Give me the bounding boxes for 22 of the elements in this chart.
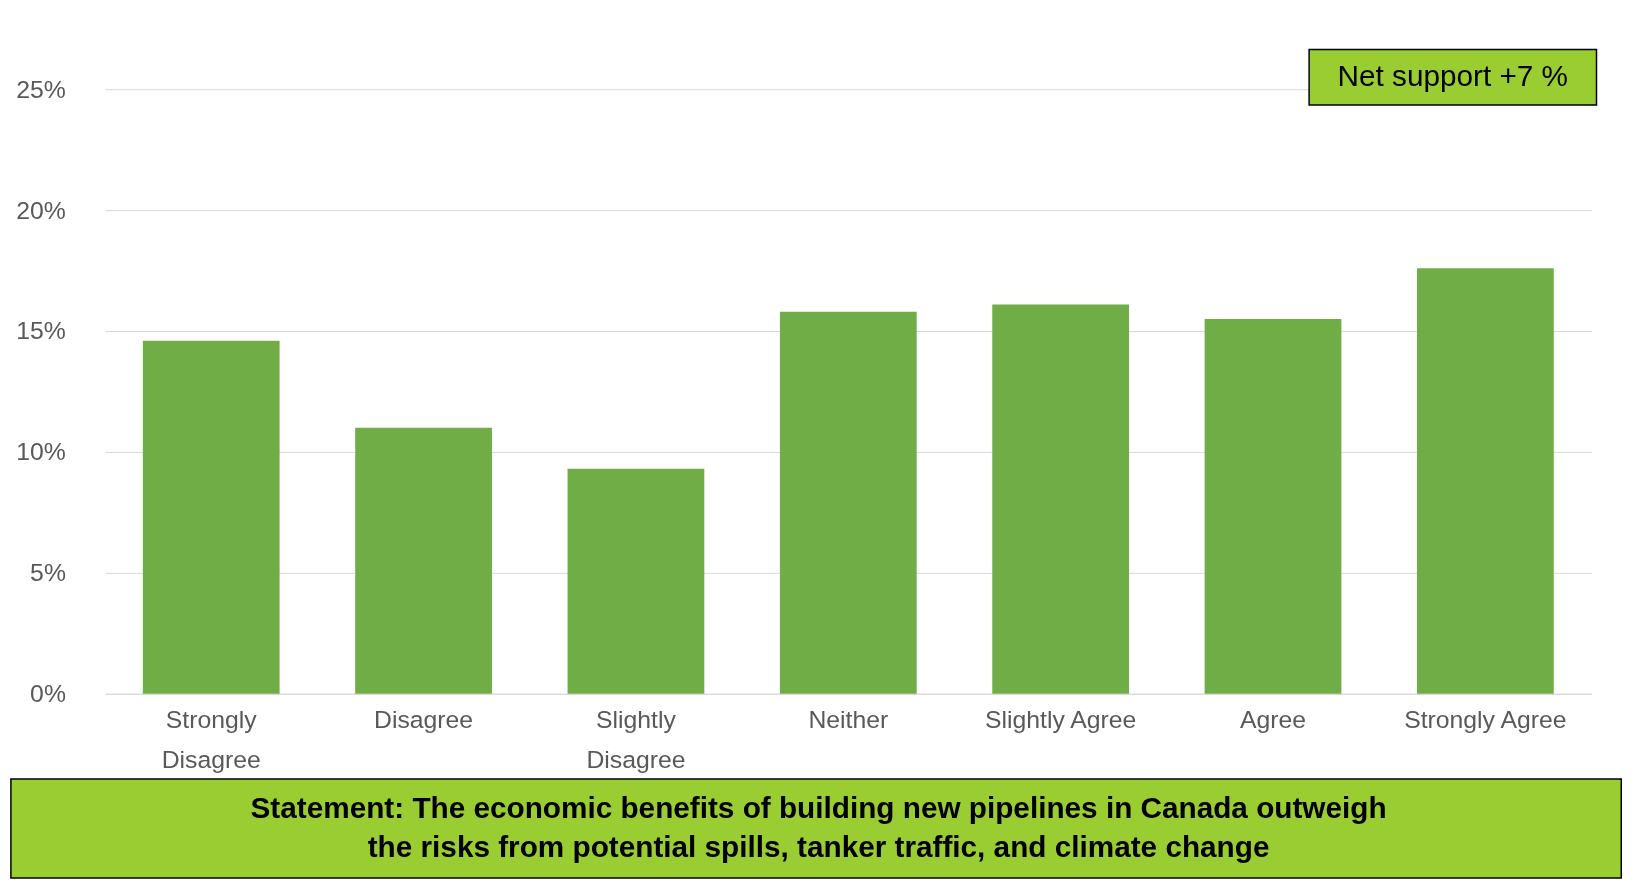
y-tick-label: 15% <box>16 317 66 345</box>
x-tick-label: Slightly Agree <box>984 705 1137 733</box>
bar <box>992 304 1130 694</box>
y-tick-label: 10% <box>16 438 66 466</box>
bar <box>567 468 705 694</box>
x-tick-label: Neither <box>808 705 889 733</box>
annotation: Net support +7 % <box>1337 59 1569 93</box>
y-tick-label: 25% <box>16 75 66 103</box>
x-tick-label: Disagree <box>374 705 474 733</box>
bar <box>779 311 917 694</box>
bar <box>1416 268 1554 694</box>
x-tick-label: Agree <box>1239 705 1307 733</box>
bar <box>142 340 280 694</box>
x-tick-label: Strongly Disagree <box>161 705 261 773</box>
bar <box>1204 318 1342 694</box>
bar <box>355 427 492 694</box>
text: Statement: The economic benefits of building new pipelines in Canada outweigh the risks from potential spills, tanker traffic, and climate change <box>250 790 1387 864</box>
y-tick-label: 20% <box>16 196 66 224</box>
x-tick-label: Slightly Disagree <box>586 705 686 773</box>
x-tick-label: Strongly Agree <box>1404 705 1567 733</box>
y-tick-label: 5% <box>30 559 66 587</box>
y-tick-label: 0% <box>30 680 66 708</box>
